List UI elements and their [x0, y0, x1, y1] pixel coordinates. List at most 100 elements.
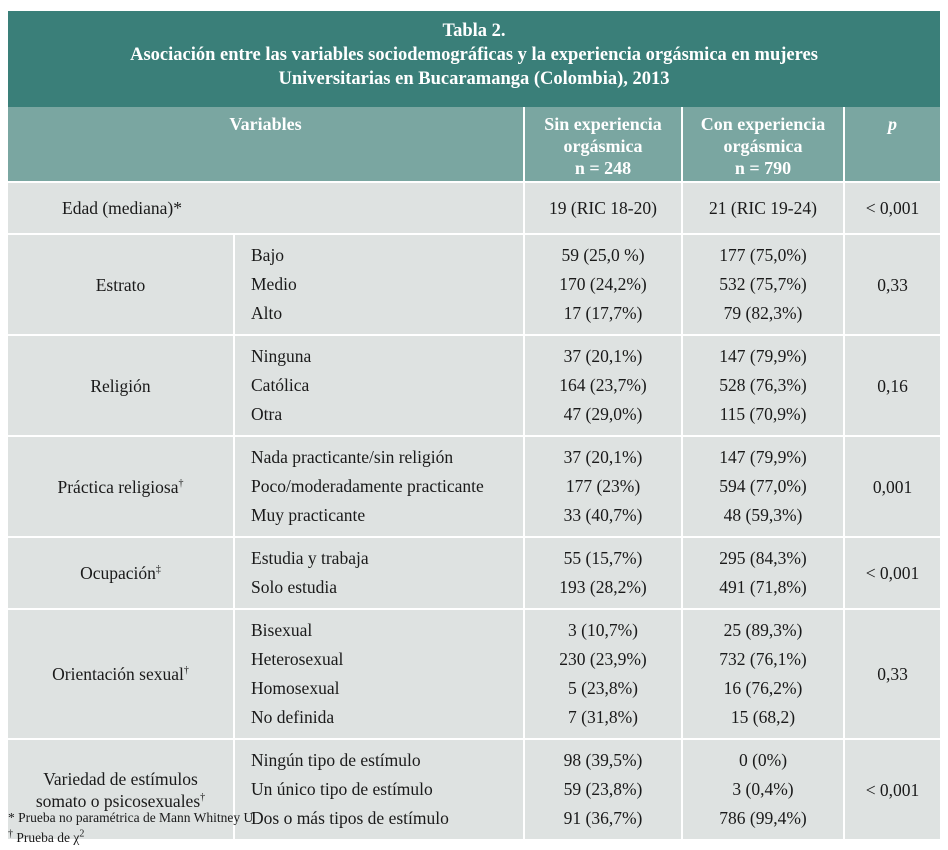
group-p-value: 0,16	[844, 335, 940, 437]
header-sin-line-2: orgásmica	[563, 136, 643, 156]
footnote-chi-square: † Prueba de χ2	[8, 828, 253, 848]
group-variable-text: Religión	[90, 375, 151, 396]
sin-value: 230 (23,9%)	[559, 649, 647, 669]
header-variables: Variables	[8, 107, 525, 183]
group-p-value: < 0,001	[844, 739, 940, 841]
group-sub-column: Estudia y trabaja Solo estudia	[234, 537, 525, 610]
group-con-column: 147 (79,9%) 528 (76,3%) 115 (70,9%)	[682, 335, 845, 437]
con-value: 532 (75,7%)	[719, 274, 807, 294]
category-label: Bajo	[251, 245, 285, 265]
category-label: Alto	[251, 303, 283, 323]
sin-value: 55 (15,7%)	[563, 548, 643, 568]
sin-value: 98 (39,5%)	[563, 750, 643, 770]
group-con-column: 147 (79,9%) 594 (77,0%) 48 (59,3%)	[682, 436, 845, 538]
sin-value: 47 (29,0%)	[563, 404, 643, 424]
group-p-value: < 0,001	[844, 537, 940, 610]
footnote-dagger-mark: †	[8, 828, 13, 840]
group-sub-column: Nada practicante/sin religión Poco/modera…	[234, 436, 525, 538]
group-sub-column: Bisexual Heterosexual Homosexual No definid…	[234, 609, 525, 740]
con-value: 732 (76,1%)	[719, 649, 807, 669]
con-value: 16 (76,2%)	[723, 678, 803, 698]
group-sin-column: 55 (15,7%) 193 (28,2%)	[524, 537, 683, 610]
table-title: Tabla 2. Asociación entre las variables …	[8, 11, 940, 107]
data-table: Variables Sin experiencia orgásmica n = …	[8, 107, 940, 841]
header-con-line-3: n = 790	[734, 158, 792, 178]
table-row-group: Variedad de estímulos somato o psicosexu…	[8, 739, 940, 841]
category-label: Medio	[251, 274, 297, 294]
category-label: Ningún tipo de estímulo	[251, 750, 421, 770]
group-variable-label: Orientación sexual†	[8, 609, 235, 740]
table-figure: Tabla 2. Asociación entre las variables …	[8, 11, 940, 841]
edad-sin-value: 19 (RIC 18-20)	[524, 182, 683, 235]
group-sin-column: 98 (39,5%) 59 (23,8%) 91 (36,7%)	[524, 739, 683, 841]
category-label: Solo estudia	[251, 577, 338, 597]
con-value: 491 (71,8%)	[719, 577, 807, 597]
header-con-line-2: orgásmica	[723, 136, 803, 156]
sin-value: 37 (20,1%)	[563, 447, 643, 467]
sin-value: 17 (17,7%)	[563, 303, 643, 323]
table-row-edad: Edad (mediana)* 19 (RIC 18-20) 21 (RIC 1…	[8, 182, 940, 235]
group-variable-text: Estrato	[95, 274, 146, 295]
group-sub-column: Ninguna Católica Otra	[234, 335, 525, 437]
sin-value: 7 (31,8%)	[568, 707, 638, 727]
group-variable-label: Variedad de estímulos somato o psicosexu…	[8, 739, 235, 841]
con-value: 79 (82,3%)	[723, 303, 803, 323]
table-caption-line-2: Universitarias en Bucaramanga (Colombia)…	[278, 69, 670, 89]
group-footnote-mark: †	[178, 477, 184, 489]
category-label: Poco/moderadamente practicante	[251, 476, 484, 496]
sin-value: 177 (23%)	[565, 476, 641, 496]
group-con-column: 25 (89,3%) 732 (76,1%) 16 (76,2%) 15 (68,2)	[682, 609, 845, 740]
group-variable-label: Ocupación‡	[8, 537, 235, 610]
footnote-chi-exponent: 2	[79, 828, 85, 840]
group-footnote-mark: †	[200, 791, 206, 803]
category-label: Muy practicante	[251, 505, 366, 525]
category-label: Bisexual	[251, 620, 313, 640]
table-caption-line-1: Asociación entre las variables sociodemo…	[130, 45, 818, 65]
group-sin-column: 37 (20,1%) 177 (23%) 33 (40,7%)	[524, 436, 683, 538]
con-value: 15 (68,2)	[730, 707, 796, 727]
table-row-group: Práctica religiosa† Nada practicante/sin …	[8, 436, 940, 538]
group-variable-text: Ocupación	[80, 563, 156, 583]
sin-value: 91 (36,7%)	[563, 808, 643, 828]
group-variable-label: Religión	[8, 335, 235, 437]
sin-value: 33 (40,7%)	[563, 505, 643, 525]
header-con-line-1: Con experiencia	[700, 114, 826, 134]
group-footnote-mark: ‡	[155, 564, 161, 576]
con-value: 594 (77,0%)	[719, 476, 807, 496]
con-value: 48 (59,3%)	[723, 505, 803, 525]
group-variable-text: Orientación sexual	[52, 664, 184, 684]
group-variable-text: Variedad de estímulos somato o psicosexu…	[35, 768, 201, 811]
header-sin-line-1: Sin experiencia	[544, 114, 662, 134]
edad-con-value: 21 (RIC 19-24)	[682, 182, 845, 235]
group-p-value: 0,33	[844, 234, 940, 336]
con-value: 3 (0,4%)	[732, 779, 794, 799]
sin-value: 59 (25,0 %)	[561, 245, 645, 265]
grouped-rows: Estrato Bajo Medio Alto 59 (25,0 %) 170 (24,2…	[8, 234, 940, 841]
con-value: 786 (99,4%)	[719, 808, 807, 828]
footnotes: * Prueba no paramétrica de Mann Whitney …	[8, 808, 253, 848]
group-con-column: 295 (84,3%) 491 (71,8%)	[682, 537, 845, 610]
footnote-chi-text: Prueba de χ	[13, 830, 80, 845]
table-row-group: Religión Ninguna Católica Otra 37 (20,1%) 164…	[8, 335, 940, 437]
group-con-column: 0 (0%) 3 (0,4%) 786 (99,4%)	[682, 739, 845, 841]
sin-value: 59 (23,8%)	[563, 779, 643, 799]
group-variable-label: Práctica religiosa†	[8, 436, 235, 538]
group-variable-text: Práctica religiosa	[57, 476, 179, 497]
sin-value: 170 (24,2%)	[559, 274, 647, 294]
category-label: Estudia y trabaja	[251, 548, 369, 568]
sin-value: 193 (28,2%)	[559, 577, 647, 597]
category-label: Homosexual	[251, 678, 340, 698]
con-value: 147 (79,9%)	[719, 346, 807, 366]
group-footnote-mark: †	[183, 665, 189, 677]
table-row-group: Orientación sexual† Bisexual Heterosexual H…	[8, 609, 940, 740]
category-label: No definida	[251, 707, 335, 727]
category-label: Dos o más tipos de estímulo	[251, 808, 449, 828]
table-number: Tabla 2.	[442, 21, 506, 41]
category-label: Nada practicante/sin religión	[251, 447, 454, 467]
edad-label: Edad (mediana)*	[8, 182, 525, 235]
group-sub-column: Ningún tipo de estímulo Un único tipo de …	[234, 739, 525, 841]
edad-p-value: < 0,001	[844, 182, 940, 235]
con-value: 177 (75,0%)	[719, 245, 807, 265]
category-label: Ninguna	[251, 346, 312, 366]
con-value: 295 (84,3%)	[719, 548, 807, 568]
